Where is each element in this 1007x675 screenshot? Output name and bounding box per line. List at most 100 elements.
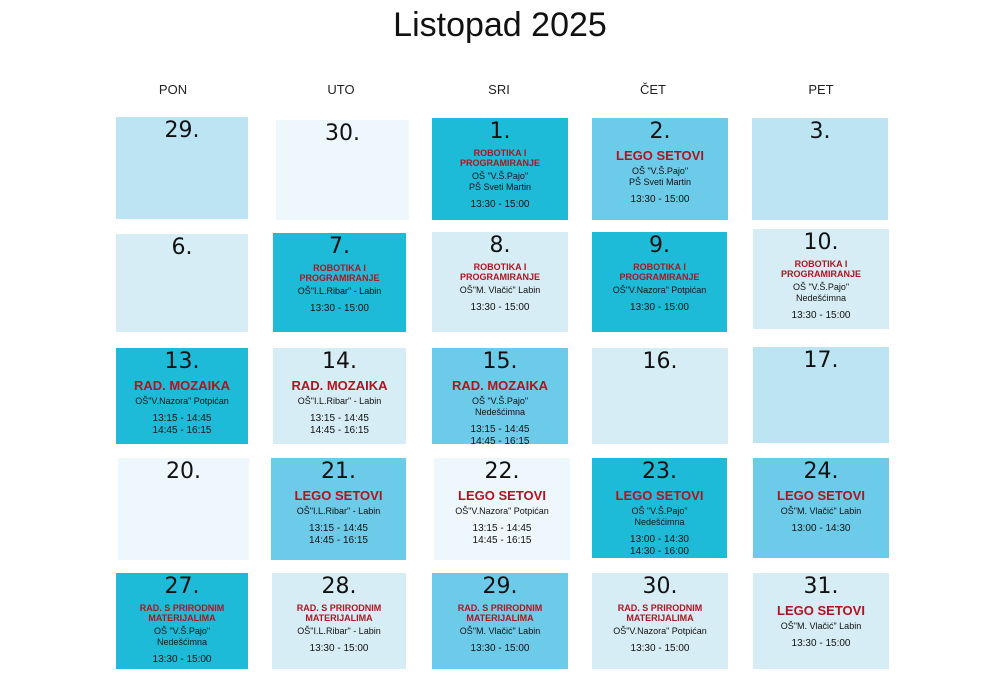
- day-cell[interactable]: 27. RAD. S PRIRODNIM MATERIJALIMA OŠ "V.Š.…: [116, 573, 248, 669]
- day-number: 7.: [329, 234, 350, 259]
- day-cell[interactable]: 1. ROBOTIKA I PROGRAMIRANJE OŠ "V.Š.Pajo" P…: [432, 118, 568, 220]
- day-number: 20.: [166, 459, 201, 484]
- day-number: 13.: [164, 349, 200, 374]
- event-title: LEGO SETOVI: [616, 148, 704, 163]
- day-cell[interactable]: 14. RAD. MOZAIKA OŠ"I.L.Ribar" - Labin 13:1…: [273, 348, 406, 444]
- day-cell[interactable]: 2. LEGO SETOVI OŠ "V.Š.Pajo" PŠ Sveti Marti…: [592, 118, 728, 220]
- day-number: 1.: [489, 119, 511, 144]
- event-location-detail: Nedešćimna: [474, 407, 526, 417]
- event-time: 13:30 - 15:00: [470, 302, 530, 313]
- day-number: 8.: [489, 233, 511, 258]
- weekday-header-thu: ČET: [640, 82, 666, 97]
- event-title: RAD. MOZAIKA: [291, 378, 388, 393]
- day-number: 17.: [803, 348, 839, 373]
- event-title: RAD. MOZAIKA: [451, 378, 549, 393]
- event-time: 13:15 - 14:45: [309, 523, 368, 534]
- day-number: 23.: [642, 459, 677, 484]
- day-cell[interactable]: 6.: [116, 234, 248, 332]
- event-time: 13:15 - 14:45: [310, 413, 369, 424]
- day-number: 6.: [171, 235, 193, 260]
- event-title: RAD. S PRIRODNIM MATERIJALIMA: [296, 603, 382, 623]
- event-time: 13:30 - 15:00: [470, 199, 530, 210]
- day-number: 14.: [322, 349, 357, 374]
- day-cell[interactable]: 31. LEGO SETOVI OŠ"M. Vlačić" Labin 13:30 -…: [753, 573, 889, 669]
- day-cell[interactable]: 20.: [118, 458, 249, 560]
- event-location: OŠ "V.Š.Pajo": [631, 506, 688, 516]
- event-location: OŠ"M. Vlačić" Labin: [780, 506, 862, 516]
- day-number: 16.: [642, 349, 678, 374]
- day-cell[interactable]: 24. LEGO SETOVI OŠ"M. Vlačić" Labin 13:00 -…: [753, 458, 889, 558]
- event-title: RAD. S PRIRODNIM MATERIJALIMA: [139, 603, 225, 623]
- day-number: 3.: [809, 119, 831, 144]
- event-title: LEGO SETOVI: [294, 488, 383, 503]
- event-location: OŠ "V.Š.Pajo": [631, 166, 689, 176]
- event-title: LEGO SETOVI: [615, 488, 704, 503]
- weekday-header-wed: SRI: [488, 82, 510, 97]
- event-title: LEGO SETOVI: [777, 603, 865, 618]
- event-location: OŠ "V.Š.Pajo": [471, 396, 529, 406]
- event-location: OŠ"V.Nazora" Potpićan: [613, 626, 707, 636]
- day-cell[interactable]: 22. LEGO SETOVI OŠ"V.Nazora" Potpićan 13:15…: [434, 458, 570, 560]
- event-time: 13:00 - 14:30: [791, 523, 851, 534]
- day-number: 2.: [649, 119, 671, 144]
- day-cell[interactable]: 8. ROBOTIKA I PROGRAMIRANJE OŠ"M. Vlačić" …: [432, 232, 568, 332]
- day-number: 9.: [649, 233, 670, 258]
- day-cell[interactable]: 10. ROBOTIKA I PROGRAMIRANJE OŠ "V.Š.Pajo"…: [753, 229, 889, 329]
- event-time: 14:45 - 16:15: [309, 535, 368, 546]
- event-location: OŠ"I.L.Ribar" - Labin: [297, 626, 381, 636]
- event-location: OŠ"V.Nazora" Potpićan: [612, 285, 707, 295]
- weekday-header-fri: PET: [808, 82, 834, 97]
- calendar-title: Listopad 2025: [393, 6, 607, 44]
- day-number: 21.: [321, 459, 356, 484]
- event-time: 13:30 - 15:00: [791, 310, 851, 321]
- day-cell[interactable]: 13. RAD. MOZAIKA OŠ"V.Nazora" Potpićan 13:1…: [116, 348, 248, 444]
- day-number: 15.: [482, 349, 518, 374]
- day-number: 22.: [484, 459, 520, 484]
- event-time: 13:30 - 15:00: [309, 643, 369, 654]
- weekday-header-tue: UTO: [327, 82, 355, 97]
- event-location: OŠ"V.Nazora" Potpićan: [135, 396, 229, 406]
- event-location-detail: Nedešćimna: [795, 293, 847, 303]
- day-number: 29.: [482, 574, 518, 599]
- day-cell[interactable]: 7. ROBOTIKA I PROGRAMIRANJE OŠ"I.L.Ribar" …: [273, 233, 406, 332]
- day-cell[interactable]: 29. RAD. S PRIRODNIM MATERIJALIMA OŠ"M. Vl…: [432, 573, 568, 669]
- day-number: 30.: [325, 121, 360, 146]
- day-cell[interactable]: 23. LEGO SETOVI OŠ "V.Š.Pajo" Nedešćimna 13:…: [592, 458, 727, 558]
- event-time: 13:30 - 15:00: [630, 643, 690, 654]
- event-location: OŠ"I.L.Ribar" - Labin: [297, 286, 382, 296]
- event-location: OŠ"V.Nazora" Potpićan: [455, 506, 549, 516]
- event-title: ROBOTIKA I PROGRAMIRANJE: [459, 262, 540, 282]
- event-location-detail: PŠ Sveti Martin: [468, 182, 532, 192]
- event-time: 14:45 - 16:15: [472, 535, 532, 546]
- weekday-header-mon: PON: [158, 82, 188, 97]
- day-cell[interactable]: 29.: [116, 117, 248, 219]
- day-number: 10.: [803, 230, 839, 255]
- day-cell[interactable]: 15. RAD. MOZAIKA OŠ "V.Š.Pajo" Nedešćimna 13…: [432, 348, 568, 444]
- event-location: OŠ"I.L.Ribar" - Labin: [296, 506, 381, 516]
- event-time: 13:30 - 15:00: [470, 643, 530, 654]
- day-cell[interactable]: 30.: [276, 120, 409, 220]
- event-time: 14:45 - 16:15: [152, 425, 212, 436]
- day-cell[interactable]: 9. ROBOTIKA I PROGRAMIRANJE OŠ"V.Nazora" P…: [592, 232, 727, 332]
- event-location: OŠ"M. Vlačić" Labin: [459, 626, 541, 636]
- day-cell[interactable]: 21. LEGO SETOVI OŠ"I.L.Ribar" - Labin 13:15…: [271, 458, 406, 560]
- event-time: 13:30 - 15:00: [152, 654, 212, 665]
- day-number: 28.: [321, 574, 357, 599]
- event-location-detail: Nedešćimna: [634, 517, 685, 527]
- event-title: RAD. MOZAIKA: [133, 378, 231, 393]
- day-cell[interactable]: 17.: [753, 347, 889, 443]
- event-time: 13:00 - 14:30: [630, 534, 689, 545]
- event-location: OŠ"M. Vlačić" Labin: [780, 621, 862, 631]
- event-time: 13:30 - 15:00: [310, 303, 369, 314]
- day-cell[interactable]: 30. RAD. S PRIRODNIM MATERIJALIMA OŠ"V.Naz…: [592, 573, 728, 669]
- event-location-detail: Nedešćimna: [156, 637, 208, 647]
- day-cell[interactable]: 16.: [592, 348, 728, 444]
- event-location: OŠ "V.Š.Pajo": [153, 626, 211, 636]
- day-cell[interactable]: 3.: [752, 118, 888, 220]
- day-cell[interactable]: 28. RAD. S PRIRODNIM MATERIJALIMA OŠ"I.L.R…: [272, 573, 406, 669]
- day-number: 30.: [642, 574, 678, 599]
- event-title: ROBOTIKA I PROGRAMIRANJE: [780, 259, 861, 279]
- day-number: 24.: [803, 459, 839, 484]
- day-number: 29.: [164, 118, 200, 143]
- event-time: 14:30 - 16:00: [630, 546, 689, 557]
